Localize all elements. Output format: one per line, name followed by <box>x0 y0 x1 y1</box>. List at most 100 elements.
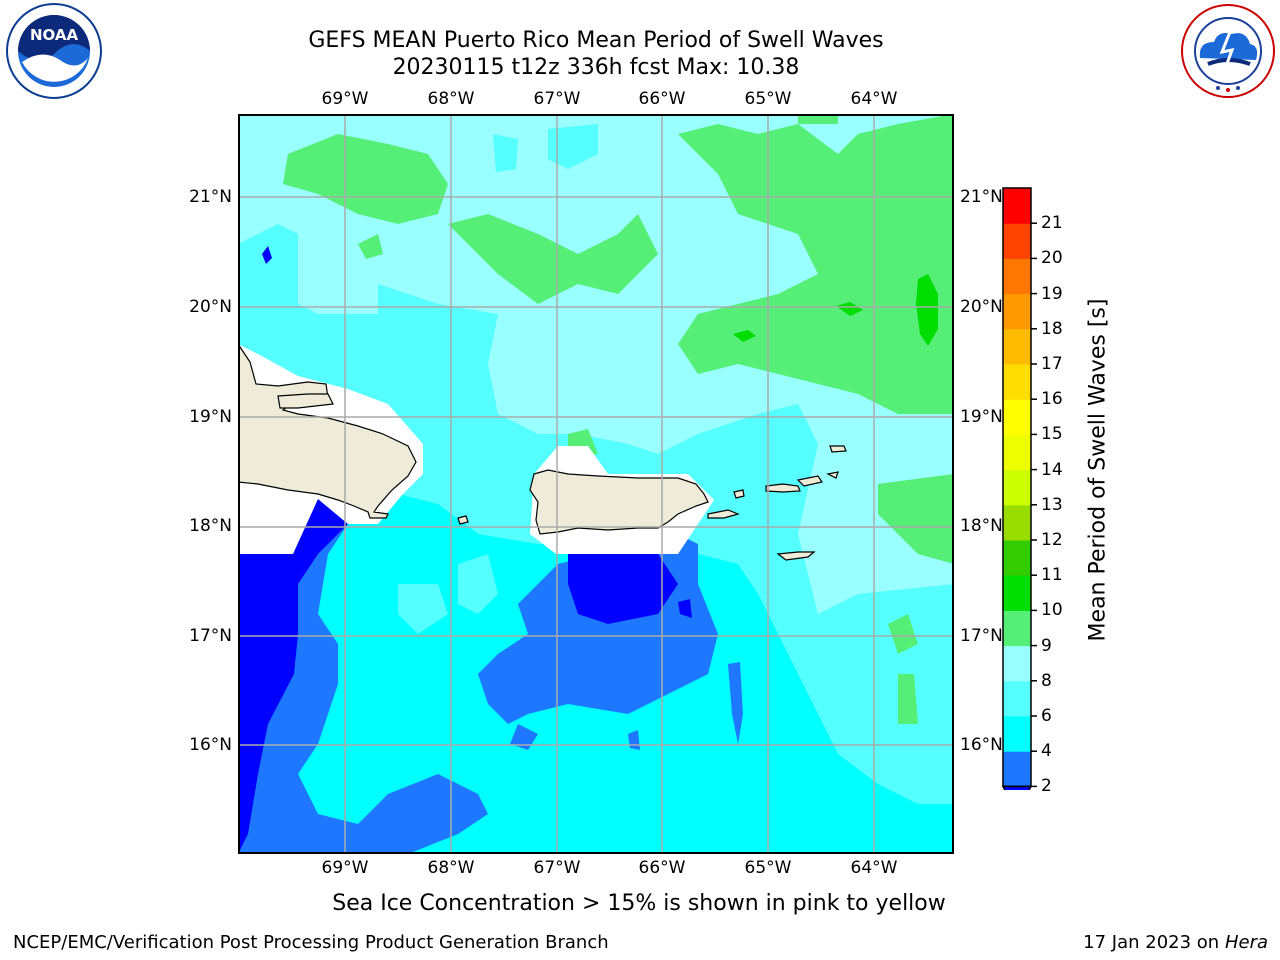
footer-machine: Hera <box>1224 932 1268 953</box>
lat-label-left-21n: 21°N <box>189 187 232 207</box>
contour-fill-8-9-s-island <box>398 584 448 634</box>
lon-label-top-65w: 65°W <box>744 89 792 109</box>
colorbar-segment <box>1003 434 1031 471</box>
colorbar-segment <box>1003 293 1031 330</box>
colorbar-segment <box>1003 751 1031 787</box>
contour-fill-10-11-n <box>448 214 658 304</box>
map-title: GEFS MEAN Puerto Rico Mean Period of Swe… <box>308 28 884 53</box>
colorbar-tick-label: 17 <box>1041 354 1063 374</box>
contour-fill-4-6-west <box>238 499 488 854</box>
contour-fill-11-12-b <box>836 302 863 316</box>
land-culebra <box>733 489 745 499</box>
colorbar-tick-label: 20 <box>1041 248 1063 269</box>
contour-fill-4-6-sw-spot <box>510 724 538 750</box>
colorbar-frame <box>1002 187 1032 788</box>
lat-label-left-19n: 19°N <box>189 407 232 427</box>
colorbar-segment <box>1003 399 1031 435</box>
colorbar-tick-label: 19 <box>1041 283 1063 304</box>
land-mona-island <box>457 515 469 525</box>
colorbar-segment <box>1003 680 1031 717</box>
colorbar-tick-label: 14 <box>1041 459 1063 480</box>
land-vieques <box>707 509 740 519</box>
colorbar-tick-label: 9 <box>1041 635 1052 656</box>
colorbar-segment <box>1003 645 1031 682</box>
land-st-croix <box>776 551 816 561</box>
colorbar-tick-label: 8 <box>1041 670 1052 691</box>
colorbar <box>1001 187 1037 790</box>
colorbar-segment <box>1003 258 1031 295</box>
lon-label-top-66w: 66°W <box>638 89 686 109</box>
colorbar-tick-label: 12 <box>1041 530 1063 550</box>
colorbar-title: Mean Period of Swell Waves [s] <box>1085 298 1111 642</box>
colorbar-segment <box>1003 504 1031 541</box>
land-anegada <box>829 445 847 453</box>
lat-label-right-21n: 21°N <box>960 187 1003 207</box>
colorbar-tick-label: 10 <box>1041 600 1063 621</box>
colorbar-tick-label: 6 <box>1041 706 1052 726</box>
grid-lines <box>238 114 954 854</box>
contour-fill-10-11-ne2 <box>798 114 838 124</box>
lat-label-left-18n: 18°N <box>189 516 232 536</box>
lat-label-left-20n: 20°N <box>189 297 232 317</box>
contour-fill-10-11-east <box>878 474 954 564</box>
map-subtitle: 20230115 t12z 336h fcst Max: 10.38 <box>392 55 800 80</box>
contour-fill-2-4-west <box>238 499 348 854</box>
lat-label-left-16n: 16°N <box>189 735 232 755</box>
colorbar-tick-label: 16 <box>1041 389 1063 410</box>
lon-label-bottom-64w: 64°W <box>850 858 898 878</box>
contour-fill-11-12-c <box>733 330 756 342</box>
colorbar-segment <box>1003 540 1031 576</box>
footer-credit: NCEP/EMC/Verification Post Processing Pr… <box>13 932 609 953</box>
lon-label-bottom-69w: 69°W <box>321 858 369 878</box>
footer-date: 17 Jan 2023 on Hera <box>1083 932 1268 953</box>
contour-fill-11-12 <box>916 274 938 346</box>
colorbar-tick-label: 11 <box>1041 565 1063 586</box>
colorbar-tick-label: 18 <box>1041 318 1063 339</box>
lon-label-top-69w: 69°W <box>321 89 369 109</box>
contour-fill-8-9-nw <box>243 224 298 304</box>
sea-ice-note: Sea Ice Concentration > 15% is shown in … <box>332 891 946 916</box>
map-plot <box>238 114 954 854</box>
colorbar-tick-label: 15 <box>1041 424 1063 445</box>
colorbar-tick-label: 21 <box>1041 213 1063 234</box>
colorbar-segment <box>1003 328 1031 365</box>
land-anguilla <box>826 471 839 479</box>
lat-label-right-20n: 20°N <box>960 297 1003 317</box>
land-virgin-islands <box>765 483 801 493</box>
nws-logo <box>1181 4 1275 98</box>
contour-fill-4-6-east-strip <box>728 662 743 744</box>
contour-fill-10-11-nw <box>283 134 448 224</box>
swell-period-field <box>238 114 954 854</box>
lon-label-top-68w: 68°W <box>427 89 475 109</box>
lon-label-bottom-66w: 66°W <box>638 858 686 878</box>
colorbar-segment <box>1003 716 1031 752</box>
lat-label-right-17n: 17°N <box>960 626 1003 646</box>
lon-label-top-64w: 64°W <box>850 89 898 109</box>
lon-label-bottom-68w: 68°W <box>427 858 475 878</box>
contour-fill-10-11-se2 <box>898 674 918 724</box>
contour-fill-8-9-north2 <box>548 124 598 169</box>
colorbar-segment <box>1003 364 1031 400</box>
contour-fill-2-4-spot <box>678 599 692 618</box>
lon-label-bottom-65w: 65°W <box>744 858 792 878</box>
colorbar-segment <box>1003 610 1031 647</box>
noaa-logo-text: NOAA <box>30 26 79 44</box>
colorbar-segment <box>1003 188 1031 224</box>
contour-fill-2-4-nw-spot <box>262 246 272 264</box>
contour-fill-8-9-north1 <box>493 134 518 172</box>
land-hispaniola-peninsula <box>277 393 334 409</box>
map-border <box>238 114 954 854</box>
contour-fill-8-9-sw-island <box>458 554 498 614</box>
lon-label-bottom-67w: 67°W <box>533 858 581 878</box>
colorbar-tick-label: 4 <box>1041 741 1052 762</box>
lat-label-left-17n: 17°N <box>189 626 232 646</box>
lat-label-right-16n: 16°N <box>960 735 1003 755</box>
contour-fill-10-11-se <box>888 614 918 654</box>
land-hispaniola <box>238 342 417 519</box>
colorbar-segment <box>1003 223 1031 259</box>
colorbar-segment <box>1003 575 1031 611</box>
colorbar-tick-label: 2 <box>1041 776 1052 797</box>
lat-label-right-18n: 18°N <box>960 516 1003 536</box>
lat-label-right-19n: 19°N <box>960 407 1003 427</box>
colorbar-segment <box>1003 469 1031 506</box>
